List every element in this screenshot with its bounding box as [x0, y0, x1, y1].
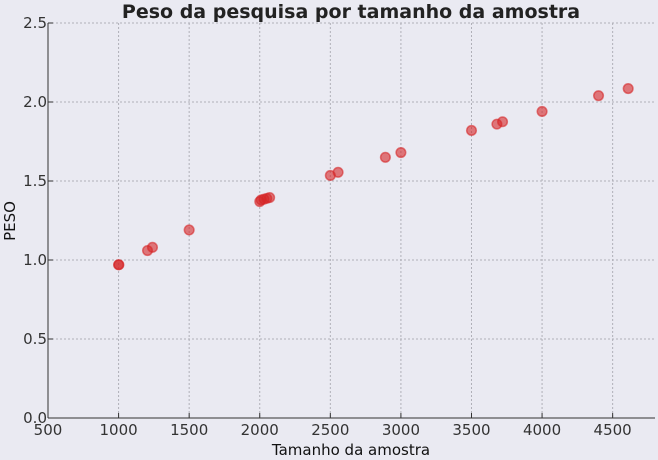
axes — [47, 23, 655, 419]
x-axis-label: Tamanho da amostra — [271, 441, 430, 459]
x-tick-label: 3000 — [382, 421, 420, 439]
y-tick-label: 2.0 — [23, 93, 47, 111]
grid — [47, 22, 655, 419]
y-tick-label: 2.5 — [23, 14, 47, 32]
data-point — [379, 151, 391, 163]
y-axis-label: PESO — [1, 201, 19, 241]
y-tick-label: 1.0 — [23, 251, 47, 269]
data-point — [183, 224, 195, 236]
data-point — [264, 192, 276, 204]
chart-title: Peso da pesquisa por tamanho da amostra — [122, 1, 580, 23]
data-point — [496, 116, 509, 128]
data-points — [113, 83, 634, 271]
x-tick-label: 4500 — [594, 421, 632, 439]
data-point — [332, 166, 344, 178]
x-tick-label: 2000 — [241, 421, 279, 439]
data-point — [395, 147, 407, 159]
data-point — [113, 259, 125, 271]
y-tick-label: 0.0 — [23, 409, 47, 427]
data-point — [592, 90, 605, 102]
x-tick-label: 2500 — [311, 421, 349, 439]
x-axis-ticks: 500 1000 1500 2000 2500 3000 3500 4000 4500 — [34, 413, 632, 439]
data-point — [622, 83, 634, 95]
x-tick-label: 500 — [34, 421, 63, 439]
x-tick-label: 1000 — [99, 421, 137, 439]
x-tick-label: 3500 — [452, 421, 490, 439]
data-point — [146, 241, 159, 253]
y-tick-label: 1.5 — [23, 172, 47, 190]
data-point — [536, 105, 548, 118]
x-tick-label: 4000 — [523, 421, 561, 439]
data-point — [465, 124, 478, 136]
y-tick-label: 0.5 — [23, 330, 47, 348]
x-tick-label: 1500 — [170, 421, 208, 439]
y-axis-ticks: 0.0 0.5 1.0 1.5 2.0 2.5 — [23, 14, 53, 427]
